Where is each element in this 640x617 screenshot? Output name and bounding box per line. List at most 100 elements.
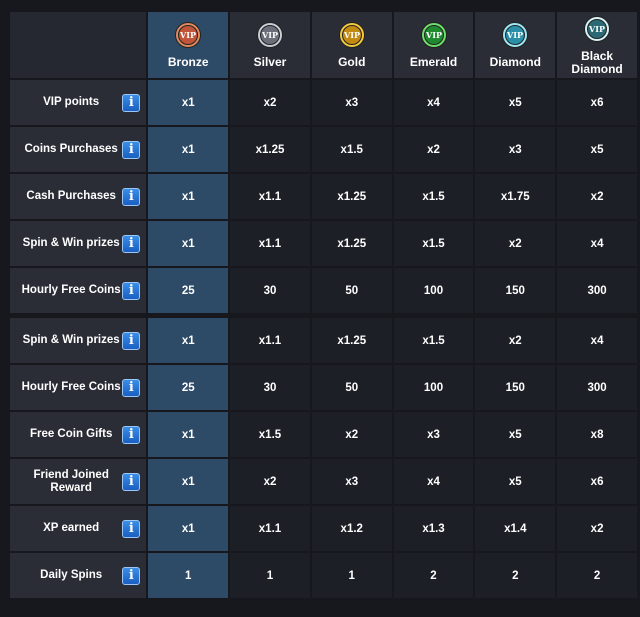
- info-icon[interactable]: i: [122, 425, 141, 444]
- vip-badge-icon: VIP: [175, 22, 202, 48]
- benefit-label-cell: Friend Joined Reward i: [10, 459, 147, 504]
- benefit-value-diamond: x5: [475, 412, 556, 457]
- tier-header-bronze[interactable]: VIP Bronze: [148, 12, 229, 78]
- benefit-value-emerald: x2: [393, 127, 474, 172]
- benefit-value-emerald: x4: [393, 459, 474, 504]
- benefit-value-gold: x3: [311, 80, 392, 125]
- benefit-value-silver: 1: [230, 553, 310, 598]
- info-icon[interactable]: i: [122, 187, 141, 206]
- info-icon[interactable]: i: [122, 234, 141, 253]
- benefit-value-gold: 50: [311, 365, 392, 410]
- badge-ring: [585, 16, 610, 41]
- tier-header-emerald[interactable]: VIP Emerald: [393, 12, 474, 78]
- info-icon[interactable]: i: [122, 281, 141, 300]
- benefit-value-black-diamond: 300: [557, 268, 637, 313]
- tier-header-gold[interactable]: VIP Gold: [311, 12, 392, 78]
- benefit-value-silver: x1.25: [230, 127, 310, 172]
- info-icon[interactable]: i: [122, 331, 141, 350]
- benefit-value-gold: x1.25: [311, 315, 392, 363]
- benefit-value-bronze: x1: [148, 459, 229, 504]
- info-icon[interactable]: i: [122, 140, 141, 159]
- benefit-label-cell: Hourly Free Coins i: [10, 365, 147, 410]
- benefit-value-bronze: x1: [148, 174, 229, 219]
- benefit-label-cell: XP earned i: [10, 506, 147, 551]
- benefit-value-black-diamond: x2: [557, 506, 637, 551]
- benefit-value-emerald: x4: [393, 80, 474, 125]
- benefit-value-black-diamond: x4: [557, 221, 637, 266]
- benefit-value-diamond: 150: [475, 365, 556, 410]
- tier-name: Black Diamond: [571, 48, 623, 76]
- vip-badge-icon: VIP: [338, 22, 365, 48]
- benefit-value-gold: 50: [311, 268, 392, 313]
- benefit-value-gold: x2: [311, 412, 392, 457]
- benefit-label-cell: Daily Spins i: [10, 553, 147, 598]
- tier-header-diamond[interactable]: VIP Diamond: [475, 12, 556, 78]
- benefit-row-cash-purchases: Cash Purchases i x1 x1.1 x1.25 x1.5 x1.7…: [10, 174, 637, 219]
- info-icon[interactable]: i: [122, 378, 141, 397]
- info-icon[interactable]: i: [122, 566, 141, 585]
- badge-core: [260, 26, 279, 44]
- benefit-value-black-diamond: x5: [557, 127, 637, 172]
- benefit-value-gold: x1.25: [311, 221, 392, 266]
- info-icon[interactable]: i: [122, 93, 141, 112]
- benefit-value-gold: 1: [311, 553, 392, 598]
- benefit-value-emerald: 100: [393, 268, 474, 313]
- badge-core: [588, 19, 607, 38]
- badge-ring: [421, 23, 446, 47]
- badge-text: VIP: [506, 30, 523, 40]
- benefit-value-gold: x3: [311, 459, 392, 504]
- benefit-value-emerald: 2: [393, 553, 474, 598]
- benefit-label-cell: Coins Purchases i: [10, 127, 147, 172]
- badge-text: VIP: [261, 30, 278, 40]
- benefit-value-gold: x1.2: [311, 506, 392, 551]
- benefit-value-emerald: x1.5: [393, 221, 474, 266]
- benefit-value-silver: x1.1: [230, 221, 310, 266]
- benefit-value-silver: 30: [230, 268, 310, 313]
- benefit-value-diamond: x2: [475, 221, 556, 266]
- benefit-label-cell: Spin & Win prizes i: [10, 221, 147, 266]
- tier-header-row: VIP Bronze VIP Silver VIP: [10, 12, 637, 78]
- benefit-value-diamond: x5: [475, 459, 556, 504]
- benefit-value-diamond: x1.75: [475, 174, 556, 219]
- badge-core: [506, 26, 525, 44]
- vip-badge-icon: VIP: [420, 22, 447, 48]
- tier-name: Emerald: [409, 55, 458, 69]
- benefit-label: VIP points: [43, 96, 100, 108]
- badge-text: VIP: [179, 30, 196, 40]
- benefit-label: Spin & Win prizes: [22, 334, 120, 346]
- benefit-value-bronze: x1: [148, 127, 229, 172]
- benefit-label: Coins Purchases: [24, 143, 118, 155]
- benefit-value-diamond: x1.4: [475, 506, 556, 551]
- benefit-value-diamond: x2: [475, 315, 556, 363]
- benefit-value-silver: x1.1: [230, 506, 310, 551]
- vip-badge-icon: VIP: [502, 22, 529, 48]
- benefit-value-silver: x2: [230, 80, 310, 125]
- info-icon[interactable]: i: [122, 519, 141, 538]
- badge-core: [342, 26, 361, 44]
- info-icon[interactable]: i: [122, 472, 141, 491]
- benefit-label: Cash Purchases: [26, 190, 116, 202]
- benefit-value-diamond: 2: [475, 553, 556, 598]
- vip-benefits-table: VIP Bronze VIP Silver VIP: [8, 10, 639, 600]
- tier-name: Silver: [253, 55, 287, 69]
- benefit-value-bronze: x1: [148, 315, 229, 363]
- benefit-value-silver: x1.5: [230, 412, 310, 457]
- benefit-row-coins-purchases: Coins Purchases i x1 x1.25 x1.5 x2 x3 x5: [10, 127, 637, 172]
- benefit-value-diamond: x3: [475, 127, 556, 172]
- tier-name: Bronze: [167, 55, 209, 69]
- benefit-value-bronze: 25: [148, 268, 229, 313]
- vip-badge-icon: VIP: [584, 15, 611, 42]
- tier-header-black-diamond[interactable]: VIP Black Diamond: [557, 12, 637, 78]
- benefit-value-emerald: x1.5: [393, 315, 474, 363]
- benefit-value-black-diamond: x8: [557, 412, 637, 457]
- header-corner: [10, 12, 147, 78]
- benefit-value-bronze: 1: [148, 553, 229, 598]
- benefit-label: Spin & Win prizes: [22, 237, 120, 249]
- benefit-value-bronze: x1: [148, 506, 229, 551]
- tier-header-silver[interactable]: VIP Silver: [230, 12, 310, 78]
- benefit-label-cell: Spin & Win prizes i: [10, 315, 147, 363]
- benefit-value-silver: x1.1: [230, 174, 310, 219]
- badge-text: VIP: [425, 30, 442, 40]
- benefit-label-cell: Cash Purchases i: [10, 174, 147, 219]
